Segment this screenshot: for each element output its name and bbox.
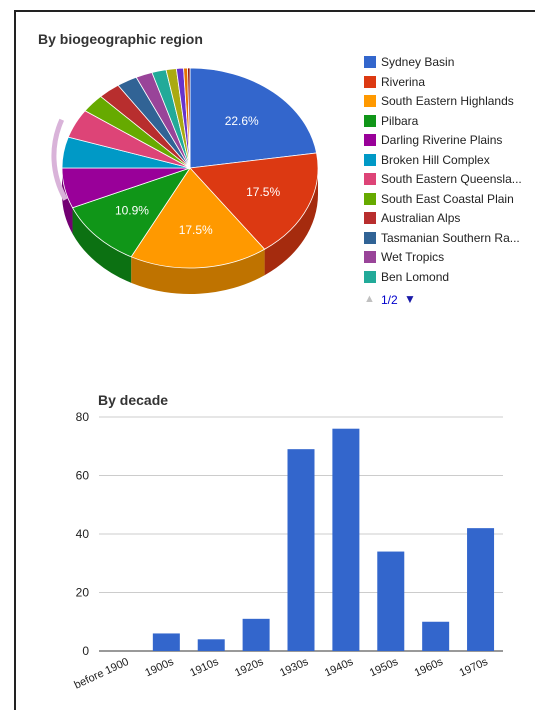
y-tick-label: 80 — [76, 410, 90, 424]
x-tick-label: 1960s — [413, 656, 446, 680]
legend-swatch — [364, 75, 376, 88]
legend-label: Riverina — [381, 74, 426, 89]
y-tick-label: 60 — [76, 469, 90, 483]
pie-slice-1 — [189, 152, 319, 250]
legend-swatch — [364, 270, 376, 283]
pie-side-1 — [264, 168, 318, 276]
legend-label: South Eastern Queensla... — [381, 172, 522, 186]
legend-item[interactable]: Riverina — [364, 74, 536, 94]
pie-slice-15 — [187, 67, 191, 169]
legend-label: Darling Riverine Plains — [381, 133, 503, 147]
legend-item[interactable]: South Eastern Queensla... — [364, 171, 536, 191]
pie-slice-label-3: 10.9% — [115, 203, 149, 217]
pager-prev-icon[interactable]: ▲ — [364, 293, 375, 305]
legend-label: Australian Alps — [381, 211, 461, 225]
x-tick-labels: before 1900 1900s 1910s 1920s 1930s 1940s 1950… — [72, 656, 490, 692]
legend-swatch — [364, 173, 376, 185]
legend-swatch — [364, 56, 376, 68]
legend-item[interactable]: Pilbara — [364, 113, 536, 133]
legend-item[interactable]: Australian Alps — [364, 210, 536, 230]
legend-item[interactable]: Ben Lomond — [364, 269, 536, 289]
bar-3 — [242, 618, 270, 651]
legend-label: South East Coastal Plain — [381, 191, 514, 206]
pie-side — [62, 168, 318, 294]
x-tick-label: 1970s — [458, 656, 491, 680]
x-tick-label: 1920s — [233, 656, 266, 680]
pie-slice-labels: 22.6% 17.5% 17.5% 10.9% — [115, 114, 281, 237]
legend-swatch — [364, 212, 376, 224]
x-tick-label: 1940s — [323, 656, 356, 680]
bar-8 — [467, 528, 495, 651]
legend-label: Ben Lomond — [381, 269, 450, 284]
pie-top — [61, 67, 319, 269]
legend-item[interactable]: South Eastern Highlands — [364, 93, 536, 113]
x-tick-label: 1910s — [188, 656, 221, 680]
legend-item[interactable]: Wet Tropics — [364, 249, 536, 269]
legend-item[interactable]: Sydney Basin — [364, 54, 536, 74]
pie-side-4 — [62, 168, 73, 234]
legend-item[interactable]: South East Coastal Plain — [364, 191, 536, 211]
legend-swatch — [364, 251, 376, 263]
pie-slice-2 — [130, 167, 266, 269]
legend-swatch — [364, 134, 376, 146]
bar-7 — [422, 621, 450, 651]
x-tick-label: 1900s — [143, 656, 176, 680]
pie-slice-label-2: 17.5% — [179, 223, 213, 237]
x-tick-label: before 1900 — [72, 656, 130, 692]
pie-slice-0 — [189, 67, 318, 169]
legend-label: South Eastern Highlands — [381, 94, 514, 108]
pie-hover-highlight — [51, 118, 68, 201]
pie-slice-3 — [71, 167, 191, 258]
legend-label: Wet Tropics — [381, 250, 445, 264]
bar-2 — [197, 639, 225, 651]
y-tick-label: 40 — [76, 527, 90, 541]
pie-slice-label-1: 17.5% — [246, 185, 280, 199]
legend-swatch — [364, 192, 376, 205]
legend-swatch — [364, 231, 376, 244]
legend-swatch — [364, 153, 376, 166]
pie-chart: 22.6% 17.5% 17.5% 10.9% — [51, 67, 319, 294]
legend-swatch — [364, 95, 376, 107]
x-tick-label: 1950s — [368, 656, 401, 680]
y-tick-label: 20 — [76, 586, 90, 600]
y-tick-label: 0 — [82, 644, 89, 658]
legend-label: Sydney Basin — [381, 55, 455, 69]
pie-legend: Sydney Basin Riverina South Eastern Highla… — [364, 54, 536, 288]
legend-item[interactable]: Tasmanian Southern Ra... — [364, 230, 536, 250]
bar-6 — [377, 551, 405, 651]
legend-label: Broken Hill Complex — [381, 152, 490, 167]
pie-slice-label-0: 22.6% — [225, 114, 259, 128]
pie-side-3 — [72, 207, 132, 283]
legend-swatch — [364, 114, 376, 127]
bar-4 — [287, 449, 315, 651]
pie-side-2 — [131, 249, 265, 294]
legend-label: Tasmanian Southern Ra... — [381, 230, 520, 245]
pager-label: 1/2 — [381, 293, 398, 307]
x-tick-label: 1930s — [278, 656, 311, 680]
legend-label: Pilbara — [381, 113, 419, 128]
pager-next-icon[interactable]: ▼ — [404, 292, 416, 306]
bar-1 — [152, 633, 180, 651]
bar-5 — [332, 428, 360, 651]
legend-item[interactable]: Broken Hill Complex — [364, 152, 536, 172]
pie-chart-title: By biogeographic region — [38, 31, 203, 47]
bars — [152, 428, 495, 651]
bar-chart-title: By decade — [98, 392, 169, 408]
legend-item[interactable]: Darling Riverine Plains — [364, 132, 536, 152]
